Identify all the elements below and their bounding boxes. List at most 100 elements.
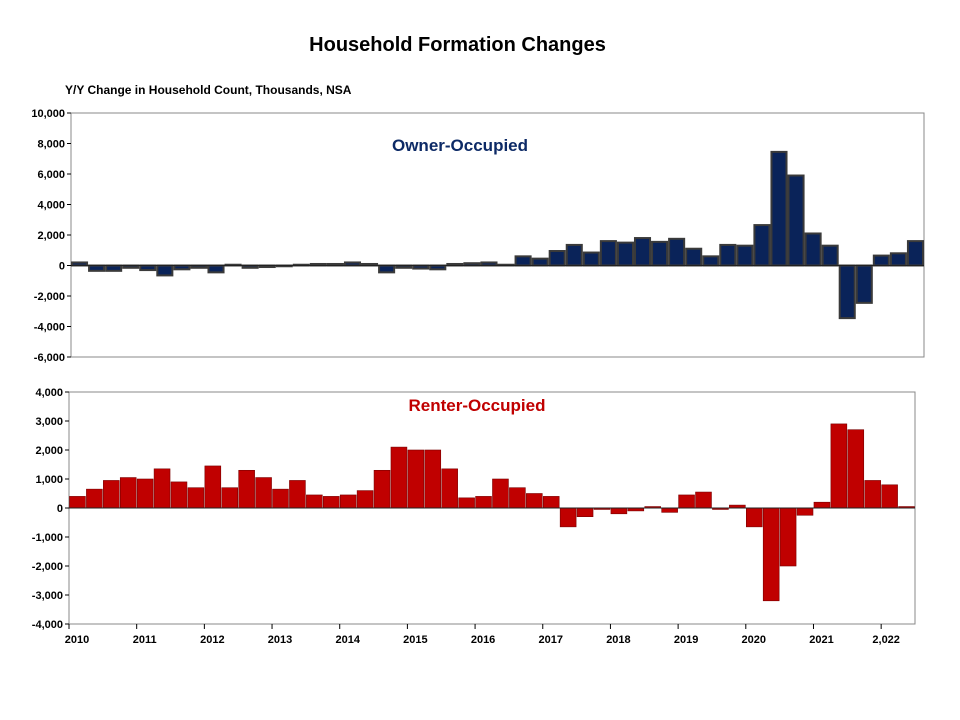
renter-bar [322,496,340,509]
x-tick-label: 2012 [200,634,224,646]
renter-bar [813,501,831,509]
owner-y-tick-label: 2,000 [37,230,65,242]
owner-bar [821,244,839,267]
renter-bar [661,507,678,513]
x-tick-label: 2020 [742,634,766,646]
owner-y-tick-label: 6,000 [37,169,65,181]
renter-bar [509,487,526,509]
renter-bar [289,480,306,509]
renter-bar [678,494,695,509]
owner-bar [207,264,225,274]
renter-bar [69,496,86,509]
owner-y-tick-label: -6,000 [34,352,65,364]
owner-bar [838,264,856,320]
owner-bar [770,150,788,267]
owner-bar [429,264,447,271]
owner-bar [889,252,907,267]
owner-bar [804,232,822,267]
owner-bar [906,240,925,267]
owner-bar [139,264,157,272]
renter-bar [306,494,323,509]
owner-y-tick-label: 4,000 [37,200,65,212]
x-axis: 2010 2011 2012 2013 2014 2015 2016 2017 2018 2019… [65,624,900,646]
renter-bar [103,480,120,509]
renter-bar [559,507,577,528]
renter-bar [424,449,442,509]
renter-bar [255,477,272,509]
owner-bar [156,264,174,277]
owner-bar [753,224,771,267]
renter-bar [170,481,188,509]
renter-y-tick-label: 1,000 [35,474,63,486]
x-tick-label: 2018 [606,634,630,646]
renter-bar [526,493,543,509]
owner-bar [378,264,396,274]
owner-bar [88,264,106,272]
owner-bar [514,255,532,267]
renter-bar [356,490,374,509]
owner-bar [616,241,634,267]
renter-bar [475,496,492,509]
renter-bar [745,507,763,528]
owner-bar [582,251,600,267]
owner-y-tick-label: -4,000 [34,322,65,334]
renter-bar [610,507,628,515]
owner-bar [565,243,583,267]
renter-y-tick-label: -4,000 [32,619,63,631]
owner-y-tick-label: 10,000 [31,108,65,120]
renter-y-tick-label: 2,000 [35,445,63,457]
renter-bar [762,507,780,602]
x-tick-label: 2013 [268,634,292,646]
owner-bar [787,174,805,267]
owner-bar [872,254,890,267]
renter-bar [695,491,712,509]
owner-bar [702,255,720,267]
renter-bar [542,496,560,509]
renter-bar [187,487,205,509]
renter-bar [576,507,594,517]
renter-y-tick-label: 0 [57,503,63,515]
renter-series-label: Renter-Occupied [409,396,546,415]
renter-bar [779,507,797,567]
owner-occupied-panel: 10,000 8,000 6,000 4,000 2,000 0 -2,000 -4,000 -… [31,108,925,364]
renter-bar [458,497,475,509]
x-tick-label: 2011 [133,634,157,646]
renter-occupied-panel: 4,000 3,000 2,000 1,000 0 -1,000 -2,000 -3,000 -… [32,387,916,631]
renter-bar [272,488,289,509]
owner-bar [855,264,873,304]
owner-bar [531,257,549,267]
renter-bar [119,477,137,509]
renter-y-tick-label: 4,000 [35,387,63,399]
renter-bar [441,468,458,509]
owner-y-tick-label: 0 [59,261,65,273]
owner-bar [548,250,566,267]
renter-bar [492,478,509,509]
renter-bar [339,494,357,509]
renter-y-tick-label: 3,000 [35,416,63,428]
renter-bar [221,487,238,509]
renter-y-tick-label: -3,000 [32,590,63,602]
x-tick-label: 2014 [335,634,360,646]
renter-bar [830,423,848,509]
chart-title: Household Formation Changes [309,34,606,56]
renter-bar [136,478,154,509]
renter-y-tick-label: -2,000 [32,561,63,573]
renter-bar [373,469,391,509]
x-tick-label: 2,022 [872,634,900,646]
owner-y-tick-label: 8,000 [37,139,65,151]
renter-bar [390,446,408,509]
owner-series-label: Owner-Occupied [392,136,528,155]
x-tick-label: 2010 [65,634,89,646]
owner-bar [668,237,686,267]
x-tick-label: 2021 [809,634,833,646]
renter-bar [407,449,425,509]
x-tick-label: 2015 [403,634,427,646]
owner-bar [599,240,617,267]
renter-y-tick-label: -1,000 [32,532,63,544]
renter-bar [796,507,814,516]
renter-bar [847,429,865,509]
owner-y-tick-label: -2,000 [34,291,65,303]
owner-bar [736,244,754,267]
x-tick-label: 2019 [674,634,698,646]
